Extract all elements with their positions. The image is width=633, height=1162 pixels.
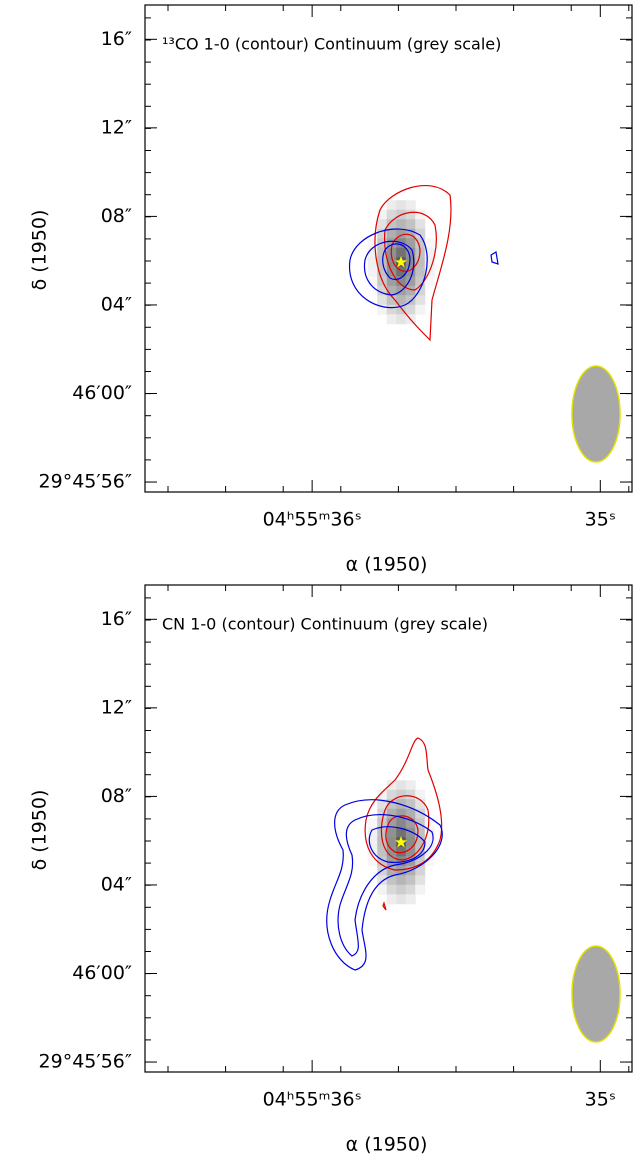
y-tick-label: 08″ (101, 785, 132, 807)
pixel (387, 200, 397, 210)
pixel (415, 875, 425, 885)
x-tick-label: 35ˢ (585, 1089, 616, 1111)
pixel (396, 780, 406, 790)
pixel (387, 305, 397, 315)
pixel (368, 818, 378, 828)
pixel (396, 790, 406, 800)
chart-title: ¹³CO 1-0 (contour) Continuum (grey scale… (162, 35, 501, 54)
pixel (415, 267, 425, 277)
pixel (415, 305, 425, 315)
pixel (377, 847, 387, 857)
pixel (368, 276, 378, 286)
pixel (396, 248, 406, 258)
y-tick-label: 16″ (101, 28, 132, 50)
pixel (396, 219, 406, 229)
pixel (396, 875, 406, 885)
pixel (387, 780, 397, 790)
pixel (406, 286, 416, 296)
pixel (377, 295, 387, 305)
pixel (406, 210, 416, 220)
pixel (415, 257, 425, 267)
chart-title: CN 1-0 (contour) Continuum (grey scale) (162, 615, 488, 634)
pixel (377, 809, 387, 819)
pixel (368, 238, 378, 248)
y-tick-label: 04″ (101, 293, 132, 315)
y-tick-label: 08″ (101, 205, 132, 227)
panel: 29°45′56″ 46′00″ 04″ 08″ 12″ 16″ 04ʰ55ᵐ36ˢ 35ˢ ¹… (29, 5, 633, 576)
y-tick-label: 46′00″ (72, 962, 132, 984)
y-axis-label: δ (1950) (29, 790, 51, 871)
beam (572, 946, 620, 1042)
pixel (415, 219, 425, 229)
pixel (387, 828, 397, 838)
x-tick-label: 04ʰ55ᵐ36ˢ (263, 1089, 362, 1111)
pixel (387, 894, 397, 904)
x-tick-label: 35ˢ (585, 509, 616, 531)
x-axis-label: α (1950) (346, 1134, 428, 1156)
panel: 29°45′56″ 46′00″ 04″ 08″ 12″ 16″ 04ʰ55ᵐ36ˢ 35ˢ C… (29, 585, 633, 1156)
beam (572, 366, 620, 462)
y-tick-label: 29°45′56″ (39, 471, 132, 493)
y-tick-label: 12″ (101, 696, 132, 718)
y-tick-label: 29°45′56″ (39, 1051, 132, 1073)
pixel (406, 790, 416, 800)
pixel (406, 200, 416, 210)
pixel (368, 267, 378, 277)
pixel (406, 894, 416, 904)
figure: 29°45′56″ 46′00″ 04″ 08″ 12″ 16″ 04ʰ55ᵐ36ˢ 35ˢ ¹… (0, 0, 633, 1162)
y-axis-label: δ (1950) (29, 210, 51, 291)
pixel (406, 780, 416, 790)
pixel (396, 885, 406, 895)
y-tick-label: 04″ (101, 873, 132, 895)
pixel (406, 219, 416, 229)
pixel (406, 837, 416, 847)
pixel (377, 885, 387, 895)
pixel (425, 238, 435, 248)
pixel (396, 314, 406, 324)
y-tick-label: 46′00″ (72, 382, 132, 404)
pixel (368, 856, 378, 866)
pixel (406, 875, 416, 885)
y-tick-label: 12″ (101, 116, 132, 138)
pixel (415, 885, 425, 895)
pixel (415, 295, 425, 305)
x-tick-label: 04ʰ55ᵐ36ˢ (263, 509, 362, 531)
y-tick-label: 16″ (101, 608, 132, 630)
pixel (396, 894, 406, 904)
pixel (396, 200, 406, 210)
pixel (387, 314, 397, 324)
pixel (415, 799, 425, 809)
pixel (415, 828, 425, 838)
pixel (387, 875, 397, 885)
pixel (387, 885, 397, 895)
pixel (406, 885, 416, 895)
x-axis-label: α (1950) (346, 554, 428, 576)
pixel (406, 305, 416, 315)
pixel (406, 238, 416, 248)
pixel (396, 818, 406, 828)
